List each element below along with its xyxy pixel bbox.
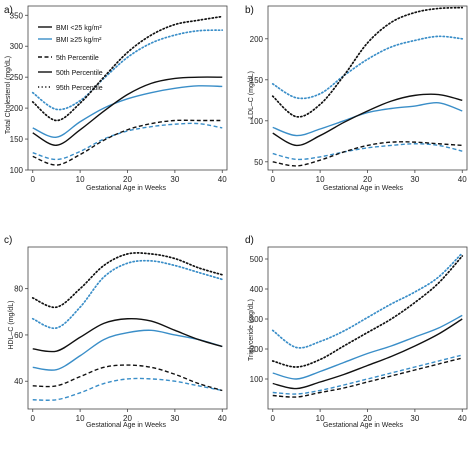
y-tick-label-a: 250 [10,73,24,82]
series-line-b-bmi-low-95th [271,6,464,118]
x-tick-label-a: 30 [170,175,179,184]
series-line-c-bmi-low-50th [32,317,223,353]
x-tick-label-a: 20 [123,175,132,184]
series-line-c-bmi-low-95th [31,252,224,309]
y-tick-label-a: 200 [10,104,24,113]
y-tick-label-c: 40 [14,377,23,386]
y-axis-label-d: Triglyceride (mg/dL) [248,299,255,361]
x-tick-label-b: 0 [271,175,276,184]
series-line-d-bmi-high-50th [272,314,463,380]
series-line-c-bmi-low-5th [32,364,223,392]
chart-panel-a: 0 10 20 30 40 100 150 200 250 300 350 [10,5,228,184]
x-tick-label-b: 40 [458,175,467,184]
series-line-b-bmi-high-50th [272,101,463,137]
y-tick-label-b: 100 [250,117,264,126]
y-tick-label-c: 60 [14,331,23,340]
series-line-d-bmi-low-95th [271,255,464,368]
series-line-c-bmi-high-5th [32,377,223,401]
series-line-b-bmi-low-50th [272,93,463,147]
x-tick-label-c: 40 [218,414,227,423]
series-line-a-bmi-high-5th [32,122,223,161]
y-axis-label-b: LDL–C (mg/dL) [248,71,255,119]
x-tick-label-a: 0 [31,175,36,184]
y-tick-label-d: 100 [250,375,264,384]
x-tick-label-c: 20 [123,414,132,423]
y-tick-label-b: 50 [254,158,263,167]
series-line-a-bmi-high-95th [31,29,224,111]
x-axis-label-c: Gestational Age in Weeks [86,422,167,429]
x-tick-label-d: 30 [410,414,419,423]
y-tick-label-a: 100 [10,166,24,175]
series-line-a-bmi-low-50th [32,76,223,146]
y-axis-label-c: HDL–C (mg/dL) [8,300,15,349]
x-tick-label-a: 40 [218,175,227,184]
chart-panel-c: 0 10 20 30 40 40 60 80 [14,246,228,423]
x-axis-label-b: Gestational Age in Weeks [323,185,404,192]
y-tick-label-d: 500 [250,255,264,264]
y-tick-label-b: 150 [250,76,264,85]
y-tick-label-b: 200 [250,35,264,44]
x-tick-label-d: 20 [363,414,372,423]
x-tick-label-c: 0 [31,414,36,423]
series-line-b-bmi-low-5th [272,141,463,167]
panel-label-d: d) [245,235,254,246]
y-tick-label-a: 150 [10,135,24,144]
legend-label-bmi-low: BMI <25 kg/m² [56,25,102,32]
legend-label-bmi-high: BMI ≥25 kg/m² [56,37,102,44]
x-axis-label-d: Gestational Age in Weeks [323,422,404,429]
legend-label-5th: 5th Percentile [56,55,99,62]
x-tick-label-c: 10 [76,414,85,423]
series-line-d-bmi-low-50th [272,318,463,390]
y-axis-label-a: Total Cholesterol (mg/dL) [5,56,12,134]
legend: BMI <25 kg/m² BMI ≥25 kg/m² 5th Percenti… [38,25,103,92]
x-tick-label-a: 10 [76,175,85,184]
x-tick-label-b: 20 [363,175,372,184]
x-tick-label-d: 40 [458,414,467,423]
series-line-c-bmi-high-50th [32,329,223,371]
y-tick-label-d: 300 [250,315,264,324]
series-line-d-bmi-high-5th [272,354,463,395]
series-line-d-bmi-high-95th [271,252,464,349]
x-tick-label-d: 10 [316,414,325,423]
legend-label-50th: 50th Percentile [56,70,103,77]
y-tick-label-d: 400 [250,285,264,294]
series-line-a-bmi-low-5th [32,119,223,166]
chart-panel-d: 0 10 20 30 40 100 200 300 400 500 [250,246,468,423]
x-tick-label-b: 10 [316,175,325,184]
chart-panel-b: 0 10 20 30 40 50 100 150 200 [250,5,468,184]
legend-label-95th: 95th Percentile [56,85,103,92]
panel-label-c: c) [4,235,12,246]
y-tick-label-a: 350 [10,11,24,20]
series-line-a-bmi-high-50th [32,85,223,138]
series-line-c-bmi-high-95th [31,259,224,330]
y-tick-label-c: 80 [14,285,23,294]
y-tick-label-d: 200 [250,345,264,354]
x-tick-label-b: 30 [410,175,419,184]
series-line-a-bmi-low-95th [31,15,224,122]
panel-label-b: b) [245,5,254,16]
x-tick-label-c: 30 [170,414,179,423]
x-tick-label-d: 0 [271,414,276,423]
series-line-d-bmi-low-5th [272,357,463,398]
x-axis-label-a: Gestational Age in Weeks [86,185,167,192]
panel-label-a: a) [4,5,13,16]
y-tick-label-a: 300 [10,42,24,51]
